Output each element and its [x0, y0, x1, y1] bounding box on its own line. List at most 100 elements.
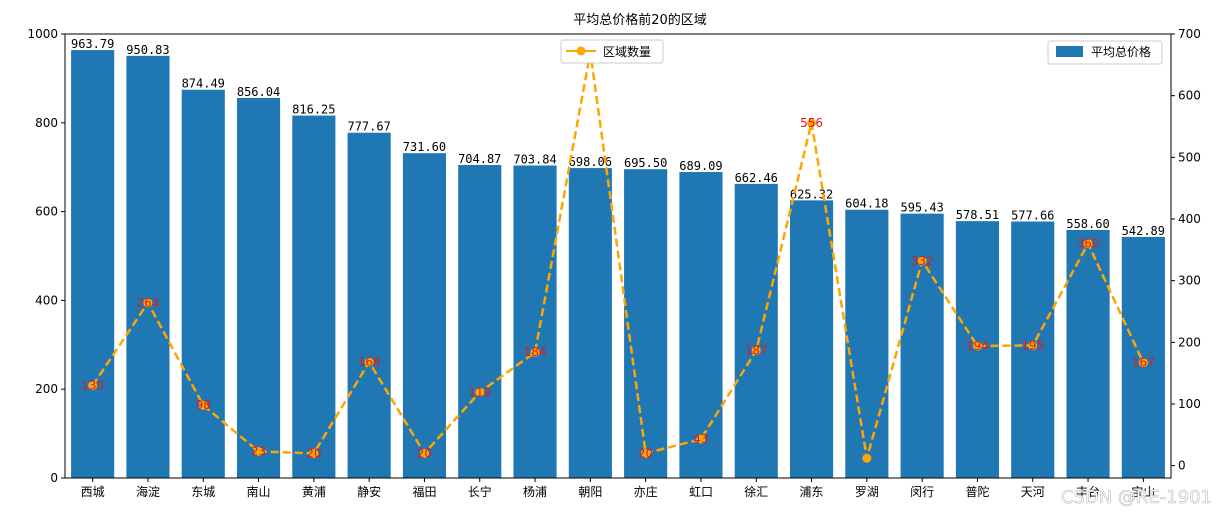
bar	[458, 165, 502, 478]
bars-layer: 963.79 950.83 874.49 856.04 816.25 777.67 731.…	[71, 37, 1165, 479]
line-value-label: 20	[306, 446, 321, 460]
axes-layer: 0 200 400 600 800 1000 0 100 200 300 400 500 600 700 西…	[27, 27, 1200, 499]
y-right-tick-label: 0	[1178, 459, 1186, 473]
line-value-label: 194	[966, 339, 989, 353]
y-left-tick-label: 400	[35, 293, 58, 307]
chart-title: 平均总价格前20的区域	[573, 12, 707, 28]
y-right-tick-label: 400	[1178, 212, 1201, 226]
line-value-label: 195	[1021, 338, 1044, 352]
line-point	[254, 446, 264, 456]
plot-frame	[64, 33, 1172, 479]
line-value-label: 167	[1132, 356, 1155, 370]
line-value-label: 23	[251, 444, 266, 458]
y-right-tick-label: 300	[1178, 274, 1201, 288]
line-value-label: 187	[745, 343, 768, 357]
x-tick-label: 天河	[1021, 485, 1045, 499]
line-value-label: 556	[800, 116, 823, 130]
bar-value-label: 689.09	[679, 159, 722, 173]
bar	[845, 209, 889, 478]
bar	[71, 50, 115, 478]
x-tick-label: 亦庄	[634, 484, 658, 499]
line-value-label: 98	[196, 398, 211, 412]
line-layer: 1302649823201682011918467020431875563321…	[81, 46, 1155, 463]
legend-bar-swatch	[1056, 46, 1083, 57]
line-value-label: 20	[417, 446, 432, 460]
line-point	[972, 341, 982, 351]
line-point	[641, 448, 651, 458]
line-value-label: 332	[911, 254, 934, 268]
line-value-label: 360	[1077, 237, 1100, 251]
y-left-tick-label: 600	[35, 205, 58, 219]
line-point	[807, 118, 817, 128]
x-tick-label: 长宁	[468, 484, 492, 499]
bar-value-label: 558.60	[1066, 217, 1109, 231]
bar	[568, 168, 612, 479]
line-point	[751, 345, 761, 355]
line-point	[475, 387, 485, 397]
line-point	[143, 298, 153, 308]
line-point	[419, 448, 429, 458]
legend-line-marker	[576, 46, 586, 56]
bar-value-label: 578.51	[956, 208, 999, 222]
x-tick-label: 海淀	[136, 484, 160, 499]
legend-line-label: 区域数量	[603, 44, 651, 59]
x-tick-label: 普陀	[965, 484, 989, 499]
watermark: CSDN @RE-1901	[1061, 487, 1212, 508]
x-tick-label: 浦东	[800, 485, 824, 499]
bar-value-label: 595.43	[900, 201, 943, 215]
y-left-tick-label: 0	[50, 471, 58, 485]
x-tick-label: 罗湖	[855, 484, 879, 499]
bar	[347, 132, 391, 478]
line-point	[1138, 358, 1148, 368]
x-tick-label: 丰台	[1076, 484, 1100, 499]
bar	[292, 115, 336, 479]
bar-value-label: 625.32	[790, 187, 833, 201]
line-point	[917, 256, 927, 266]
y-right-tick-label: 200	[1178, 335, 1201, 349]
bar-value-label: 577.66	[1011, 209, 1054, 223]
y-right-tick-label: 700	[1178, 27, 1201, 41]
y-right-tick-label: 500	[1178, 150, 1201, 164]
x-tick-label: 南山	[247, 484, 271, 499]
bar-value-label: 731.60	[403, 140, 446, 154]
line-value-label: 43	[693, 432, 708, 446]
line-point	[88, 381, 98, 390]
bar-value-label: 695.50	[624, 156, 667, 170]
bar-value-label: 963.79	[71, 37, 114, 51]
bar-value-label: 662.46	[735, 171, 778, 185]
x-tick-label: 虹口	[689, 485, 713, 499]
bar-value-label: 777.67	[347, 120, 390, 134]
x-tick-label: 杨浦	[523, 484, 547, 499]
bar-value-label: 542.89	[1122, 224, 1165, 238]
bar	[1121, 236, 1165, 478]
legend-line-frame	[560, 39, 664, 64]
line-point	[309, 448, 319, 458]
x-tick-label: 宝山	[1131, 485, 1155, 499]
line-value-label: 20	[638, 446, 653, 460]
bar-value-label: 698.06	[569, 155, 612, 169]
bar	[236, 97, 281, 478]
line-point	[1028, 340, 1038, 350]
line-point	[198, 400, 208, 410]
series-line	[91, 52, 1145, 459]
bar-value-label: 604.18	[845, 197, 888, 211]
line-value-label: 130	[81, 379, 104, 393]
legend-bar: 平均总价格	[1047, 40, 1163, 65]
x-tick-label: 西城	[81, 485, 105, 499]
x-tick-label: 朝阳	[578, 485, 602, 499]
y-left-tick-label: 1000	[27, 27, 58, 41]
x-tick-label: 闵行	[910, 484, 934, 499]
x-tick-label: 黄浦	[302, 485, 326, 499]
bar-value-label: 874.49	[182, 77, 225, 91]
bar	[679, 172, 723, 478]
bar	[789, 200, 834, 479]
y-left-tick-label: 200	[35, 382, 58, 396]
bar-value-label: 816.25	[292, 103, 335, 117]
x-tick-label: 徐汇	[744, 484, 768, 499]
legend-line: 区域数量	[560, 39, 664, 64]
bar-value-label: 856.04	[237, 85, 280, 99]
line-point	[1083, 239, 1093, 249]
bar-value-label: 703.84	[513, 152, 556, 166]
line-value-label: 119	[468, 385, 491, 399]
